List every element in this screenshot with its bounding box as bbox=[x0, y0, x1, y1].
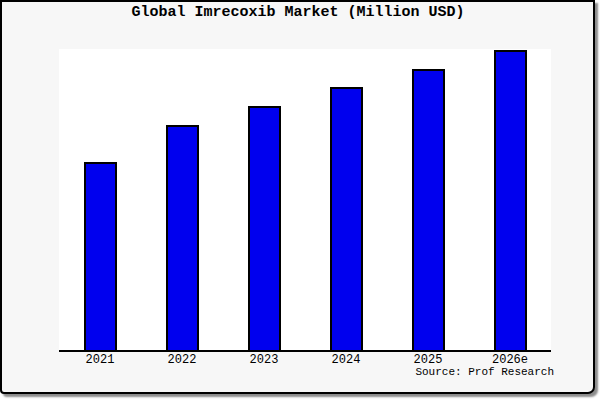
bar-2022 bbox=[166, 125, 199, 350]
x-tick-label-2022: 2022 bbox=[142, 353, 222, 367]
bar-2025 bbox=[412, 69, 445, 350]
bar-2023 bbox=[248, 106, 281, 350]
plot-area bbox=[59, 49, 551, 352]
bar-2021 bbox=[84, 162, 117, 350]
bar-2026e bbox=[494, 50, 527, 350]
x-tick-label-2021: 2021 bbox=[60, 353, 140, 367]
bar-2024 bbox=[330, 87, 363, 350]
source-credit: Source: Prof Research bbox=[415, 366, 554, 378]
chart-title: Global Imrecoxib Market (Million USD) bbox=[0, 4, 596, 21]
x-tick-label-2023: 2023 bbox=[224, 353, 304, 367]
x-tick-label-2025: 2025 bbox=[388, 353, 468, 367]
x-tick-label-2026e: 2026e bbox=[470, 353, 550, 367]
x-tick-label-2024: 2024 bbox=[306, 353, 386, 367]
